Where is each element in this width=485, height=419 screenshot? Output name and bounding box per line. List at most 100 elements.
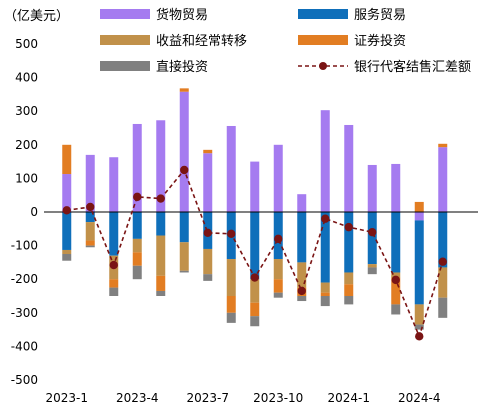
- bar-series-group: [62, 88, 448, 330]
- y-tick-label: 500: [15, 37, 38, 51]
- bar-segment-2-11: [320, 282, 330, 293]
- y-tick-label: -400: [11, 339, 38, 353]
- bar-segment-3-8: [250, 302, 260, 317]
- bar-segment-0-13: [367, 164, 377, 212]
- line-point-6: [203, 228, 212, 238]
- y-axis-unit-label: （亿美元）: [4, 9, 69, 24]
- bar-segment-3-1: [85, 240, 95, 246]
- line-point-9: [274, 234, 283, 244]
- line-point-15: [415, 332, 424, 341]
- bar-segment-4-3: [132, 265, 142, 280]
- x-tick-label: 2023-1: [45, 391, 88, 405]
- legend-5-marker-swatch: [319, 62, 327, 70]
- legend-0-label: 货物贸易: [156, 7, 208, 23]
- y-axis-ticks: -500 -400 -300 -200 -100 0 100 200 300 400 500: [11, 37, 38, 387]
- line-point-14: [391, 275, 400, 285]
- line-point-5: [180, 165, 189, 175]
- y-tick-label: -200: [11, 272, 38, 286]
- bar-segment-1-10: [297, 212, 307, 263]
- bar-segment-4-2: [109, 287, 119, 296]
- line-point-2: [109, 260, 118, 270]
- bar-segment-1-11: [320, 212, 330, 283]
- bar-segment-4-0: [62, 254, 72, 261]
- bar-segment-4-9: [273, 292, 283, 298]
- bar-segment-4-11: [320, 296, 330, 307]
- bar-segment-4-6: [203, 274, 213, 281]
- bar-segment-3-6: [203, 149, 213, 154]
- bar-segment-2-10: [297, 262, 307, 288]
- y-tick-label: 400: [15, 71, 38, 85]
- line-point-16: [438, 257, 447, 266]
- bar-segment-2-6: [203, 248, 213, 275]
- bar-segment-3-11: [320, 292, 330, 296]
- line-point-12: [344, 222, 353, 232]
- y-tick-label: 200: [15, 138, 38, 152]
- bar-segment-3-2: [109, 279, 119, 288]
- legend-2-label: 收益和经常转移: [156, 34, 247, 49]
- bar-segment-0-10: [297, 194, 307, 212]
- bar-segment-4-15: [414, 324, 424, 330]
- x-tick-label: 2024-4: [398, 391, 441, 405]
- legend-2-swatch: [100, 35, 150, 45]
- bar-segment-2-4: [156, 235, 166, 276]
- line-series-group: [62, 165, 447, 341]
- bar-segment-0-5: [179, 91, 189, 212]
- bar-segment-4-13: [367, 267, 377, 275]
- bar-segment-3-9: [273, 279, 283, 293]
- bar-segment-2-5: [179, 242, 189, 271]
- bar-segment-3-14: [391, 277, 401, 305]
- line-point-13: [368, 227, 377, 237]
- bar-segment-1-2: [109, 212, 119, 256]
- bar-segment-2-12: [344, 272, 354, 285]
- bar-segment-3-4: [156, 275, 166, 291]
- bar-segment-2-13: [367, 264, 377, 268]
- bar-segment-4-5: [179, 270, 189, 273]
- bar-segment-1-3: [132, 212, 142, 239]
- bar-segment-0-6: [203, 153, 213, 212]
- bar-segment-2-8: [250, 279, 260, 303]
- bar-segment-4-14: [391, 304, 401, 315]
- line-point-4: [156, 194, 165, 203]
- bar-segment-0-15: [414, 212, 424, 221]
- y-tick-label: 300: [15, 104, 38, 118]
- bar-segment-4-4: [156, 290, 166, 296]
- bar-segment-0-3: [132, 123, 142, 212]
- x-tick-label: 2023-4: [116, 391, 159, 405]
- bar-segment-2-0: [62, 249, 72, 254]
- y-tick-label: -500: [11, 373, 38, 387]
- bar-segment-2-1: [85, 222, 95, 241]
- bar-segment-0-7: [226, 125, 236, 212]
- line-point-11: [321, 214, 330, 223]
- bar-segment-0-11: [320, 110, 330, 212]
- line-point-0: [62, 206, 71, 215]
- legend-1-swatch: [298, 9, 348, 19]
- bar-segment-1-4: [156, 212, 166, 236]
- bar-segment-3-16: [438, 143, 448, 148]
- bar-segment-1-16: [438, 212, 448, 268]
- legend-5-label: 银行代客结售汇差额: [354, 59, 471, 75]
- legend-3-label: 证券投资: [354, 33, 406, 49]
- bar-segment-1-5: [179, 212, 189, 243]
- bar-segment-4-8: [250, 316, 260, 327]
- bar-segment-0-14: [391, 163, 401, 212]
- bar-segment-1-0: [62, 212, 72, 250]
- line-point-3: [133, 192, 142, 202]
- bar-segment-1-8: [250, 212, 260, 280]
- bar-segment-3-12: [344, 284, 354, 296]
- line-point-7: [227, 229, 236, 239]
- y-tick-label: -300: [11, 306, 38, 320]
- legend-1-label: 服务贸易: [354, 7, 406, 23]
- bar-segment-0-16: [438, 147, 448, 212]
- bar-segment-2-14: [391, 272, 401, 278]
- bar-segment-4-16: [438, 297, 448, 318]
- x-axis-ticks: 2023-1 2023-4 2023-7 2023-10 2024-1 2024-4: [45, 391, 440, 405]
- bar-segment-4-7: [226, 312, 236, 323]
- legend-4-label: 直接投资: [156, 59, 208, 75]
- line-point-10: [297, 286, 306, 296]
- y-tick-label: 100: [15, 171, 38, 185]
- bar-segment-3-5: [179, 88, 189, 92]
- bar-segment-1-14: [391, 212, 401, 273]
- x-tick-label: 2024-1: [327, 391, 370, 405]
